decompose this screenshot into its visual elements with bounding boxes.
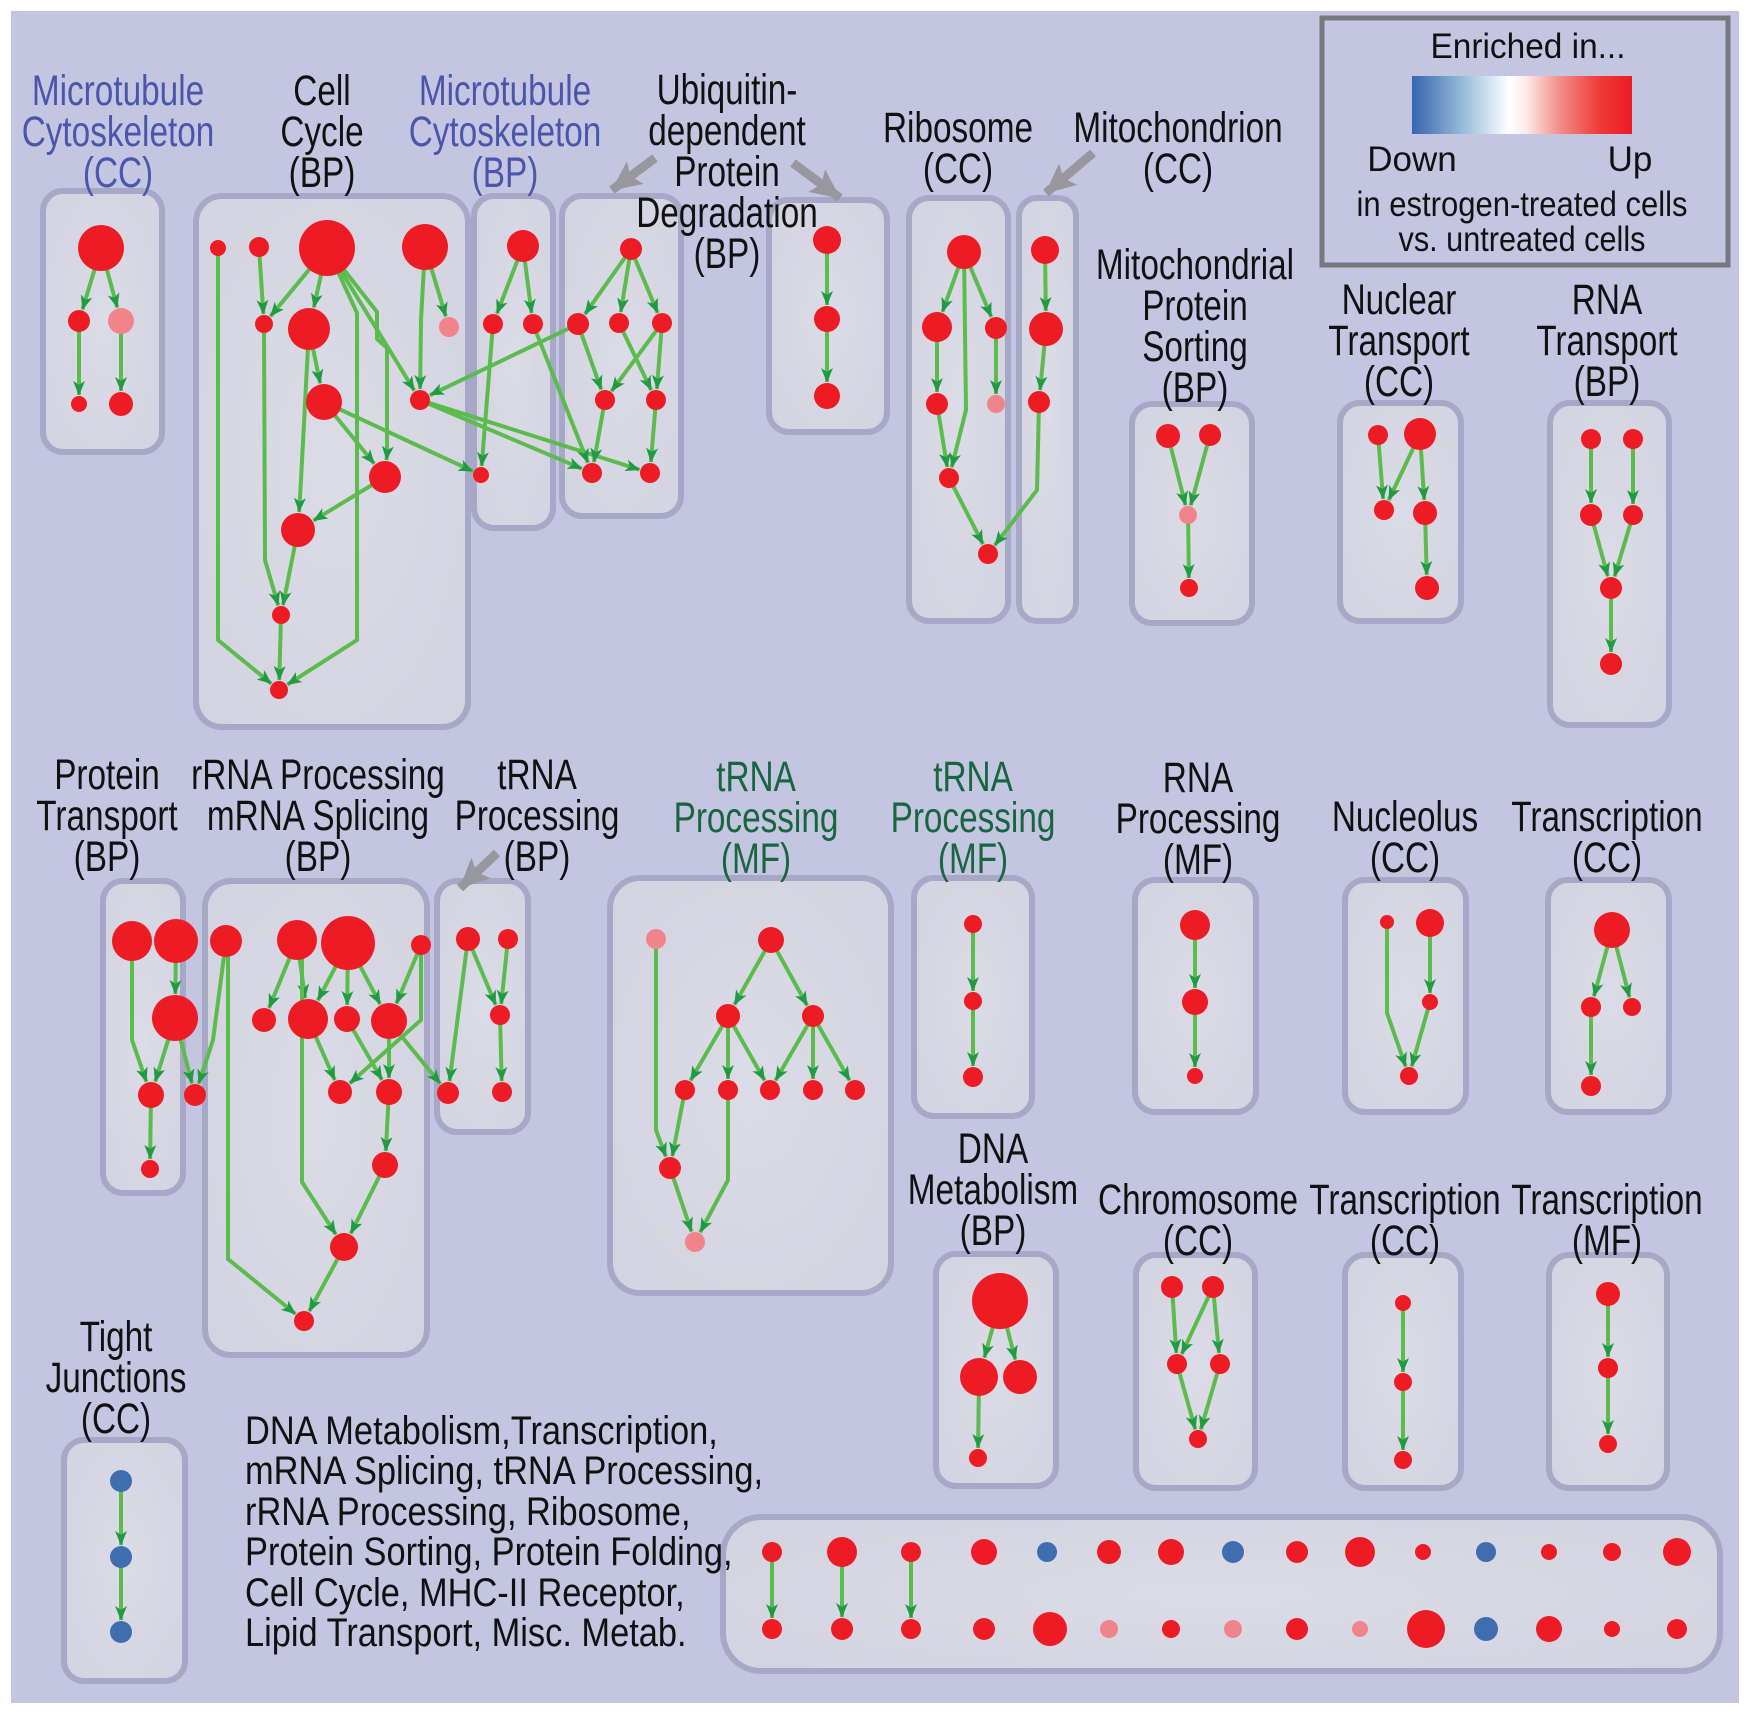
svg-text:mRNA Splicing, tRNA Processing: mRNA Splicing, tRNA Processing, xyxy=(245,1449,763,1493)
svg-text:Junctions: Junctions xyxy=(46,1354,187,1402)
svg-text:Processing: Processing xyxy=(674,794,839,842)
svg-text:Processing: Processing xyxy=(455,792,620,840)
svg-text:Ribosome: Ribosome xyxy=(883,104,1033,152)
svg-text:(CC): (CC) xyxy=(923,145,993,193)
svg-text:Protein: Protein xyxy=(674,148,780,196)
svg-text:Cell: Cell xyxy=(293,67,350,115)
svg-text:RNA: RNA xyxy=(1572,276,1643,324)
svg-text:Nuclear: Nuclear xyxy=(1342,276,1457,324)
svg-text:Protein Sorting, Protein Foldi: Protein Sorting, Protein Folding, xyxy=(245,1530,733,1574)
svg-text:(BP): (BP) xyxy=(1162,364,1229,412)
svg-text:Transcription: Transcription xyxy=(1309,1176,1500,1224)
svg-text:(BP): (BP) xyxy=(472,149,539,197)
svg-text:(BP): (BP) xyxy=(1574,358,1641,406)
svg-text:DNA: DNA xyxy=(958,1125,1029,1173)
svg-text:Enriched in...: Enriched in... xyxy=(1431,27,1626,66)
svg-text:(CC): (CC) xyxy=(83,149,153,197)
svg-text:Protein: Protein xyxy=(54,751,160,799)
svg-text:(BP): (BP) xyxy=(504,833,571,881)
svg-text:Lipid Transport, Misc. Metab.: Lipid Transport, Misc. Metab. xyxy=(245,1611,687,1655)
svg-text:Processing: Processing xyxy=(1116,795,1281,843)
svg-text:(CC): (CC) xyxy=(1364,358,1434,406)
svg-text:tRNA: tRNA xyxy=(933,753,1013,801)
svg-text:Transport: Transport xyxy=(1536,317,1677,365)
svg-text:Transcription: Transcription xyxy=(1511,793,1702,841)
svg-text:Mitochondrial: Mitochondrial xyxy=(1096,241,1294,289)
svg-text:Protein: Protein xyxy=(1142,282,1248,330)
svg-text:Microtubule: Microtubule xyxy=(32,67,204,115)
svg-text:(CC): (CC) xyxy=(1572,834,1642,882)
svg-text:Tight: Tight xyxy=(80,1313,153,1361)
svg-text:(BP): (BP) xyxy=(960,1207,1027,1255)
svg-text:(BP): (BP) xyxy=(74,833,141,881)
svg-text:Up: Up xyxy=(1608,140,1653,179)
svg-text:Cycle: Cycle xyxy=(280,108,363,156)
svg-text:(CC): (CC) xyxy=(1370,834,1440,882)
svg-text:Microtubule: Microtubule xyxy=(419,67,591,115)
svg-text:Cytoskeleton: Cytoskeleton xyxy=(22,108,215,156)
svg-text:Ubiquitin-: Ubiquitin- xyxy=(657,66,798,114)
svg-text:(BP): (BP) xyxy=(285,833,352,881)
svg-text:Down: Down xyxy=(1367,140,1456,179)
svg-text:Transport: Transport xyxy=(36,792,177,840)
svg-text:(CC): (CC) xyxy=(81,1395,151,1443)
svg-text:tRNA: tRNA xyxy=(497,751,577,799)
svg-text:(MF): (MF) xyxy=(1572,1217,1642,1265)
svg-text:Cytoskeleton: Cytoskeleton xyxy=(409,108,602,156)
svg-text:Nucleolus: Nucleolus xyxy=(1332,793,1478,841)
svg-text:vs. untreated cells: vs. untreated cells xyxy=(1399,220,1646,259)
svg-text:(BP): (BP) xyxy=(289,149,356,197)
svg-text:Transport: Transport xyxy=(1328,317,1469,365)
svg-text:(MF): (MF) xyxy=(1163,836,1233,884)
svg-text:(CC): (CC) xyxy=(1143,145,1213,193)
svg-text:in estrogen-treated cells: in estrogen-treated cells xyxy=(1357,185,1688,224)
svg-text:(CC): (CC) xyxy=(1370,1217,1440,1265)
svg-text:tRNA: tRNA xyxy=(716,753,796,801)
svg-text:rRNA Processing: rRNA Processing xyxy=(191,751,445,799)
svg-text:RNA: RNA xyxy=(1163,754,1234,802)
svg-text:Chromosome: Chromosome xyxy=(1098,1176,1298,1224)
svg-text:Metabolism: Metabolism xyxy=(908,1166,1078,1214)
svg-text:(MF): (MF) xyxy=(938,835,1008,883)
svg-text:(BP): (BP) xyxy=(694,230,761,278)
svg-text:(MF): (MF) xyxy=(721,835,791,883)
svg-text:DNA Metabolism,Transcription,: DNA Metabolism,Transcription, xyxy=(245,1409,718,1453)
svg-text:Sorting: Sorting xyxy=(1142,323,1248,371)
svg-text:dependent: dependent xyxy=(648,107,806,155)
svg-text:Mitochondrion: Mitochondrion xyxy=(1073,104,1282,152)
svg-text:Processing: Processing xyxy=(891,794,1056,842)
svg-text:Cell Cycle, MHC-II Receptor,: Cell Cycle, MHC-II Receptor, xyxy=(245,1571,685,1615)
svg-text:(CC): (CC) xyxy=(1163,1217,1233,1265)
svg-text:Degradation: Degradation xyxy=(636,189,818,237)
svg-text:mRNA Splicing: mRNA Splicing xyxy=(207,792,429,840)
svg-text:Transcription: Transcription xyxy=(1511,1176,1702,1224)
svg-text:rRNA Processing, Ribosome,: rRNA Processing, Ribosome, xyxy=(245,1490,691,1534)
